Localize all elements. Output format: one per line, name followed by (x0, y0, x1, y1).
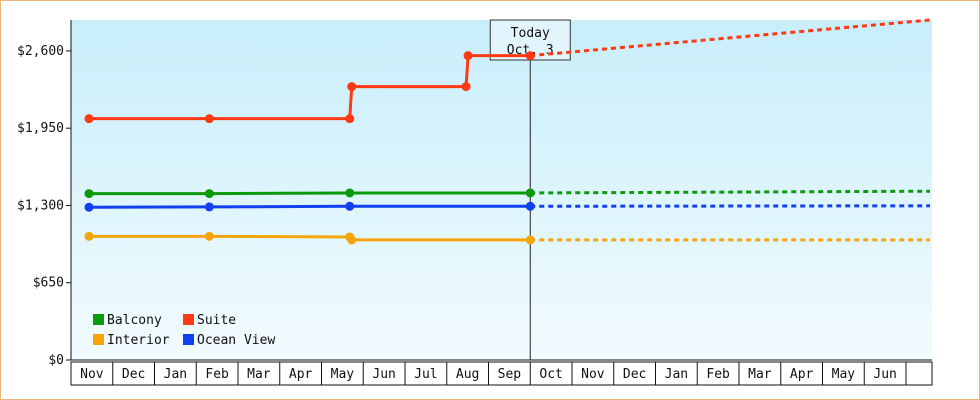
legend: Balcony Suite Interior Ocean View (93, 313, 275, 348)
data-point-ocean-view (525, 201, 535, 211)
legend-label-interior: Interior (107, 333, 170, 348)
x-axis: Nov Dec Jan Feb Mar Apr May Jun Jul Aug Sep Oct Nov D… (70, 361, 933, 386)
month-label: Mar (748, 367, 772, 382)
today-label: Today (511, 26, 550, 41)
series-suite (84, 18, 931, 124)
month-label: Apr (790, 367, 814, 382)
plot-background (71, 20, 932, 360)
month-label: Nov (80, 367, 104, 382)
legend-label-suite: Suite (197, 313, 236, 328)
series-line-balcony (89, 191, 531, 196)
data-point-balcony (525, 188, 535, 198)
month-label: Jul (414, 367, 437, 382)
data-point-suite (463, 51, 473, 61)
month-label: Nov (581, 367, 605, 382)
month-label: Mar (247, 367, 271, 382)
month-axis-box (70, 361, 933, 386)
legend-swatch-balcony (93, 314, 104, 325)
month-label: Oct (539, 367, 562, 382)
legend-swatch-suite (183, 314, 194, 325)
series-projection-suite (530, 18, 931, 58)
month-label: Aug (456, 367, 479, 382)
month-label: Jan (665, 367, 688, 382)
series-projection-balcony (530, 189, 931, 195)
legend-label-balcony: Balcony (107, 313, 162, 328)
month-label: Dec (623, 367, 646, 382)
series-balcony (84, 188, 931, 199)
data-point-ocean-view (345, 201, 355, 211)
month-label: Jan (164, 367, 187, 382)
y-tick-label: $1,950 (17, 121, 64, 136)
data-point-balcony (84, 189, 94, 199)
data-point-interior (525, 235, 535, 245)
series-layer (84, 18, 931, 245)
legend-swatch-ocean-view (183, 334, 194, 345)
series-ocean-view (84, 201, 931, 212)
data-point-interior (84, 231, 94, 241)
data-point-interior (204, 231, 214, 241)
data-point-ocean-view (204, 202, 214, 212)
y-tick-label: $650 (33, 276, 64, 291)
data-point-suite (204, 114, 214, 124)
data-point-suite (347, 82, 357, 92)
month-label: Feb (205, 367, 229, 382)
month-label: Jun (873, 367, 896, 382)
data-point-suite (525, 51, 535, 61)
month-label: Dec (122, 367, 145, 382)
y-tick-label: $0 (48, 353, 64, 368)
y-tick-label: $1,300 (17, 198, 64, 213)
month-label: May (832, 367, 856, 382)
month-label: Sep (498, 367, 522, 382)
legend-swatch-interior (93, 334, 104, 345)
data-point-balcony (204, 189, 214, 199)
series-line-ocean-view (88, 204, 531, 209)
month-label: May (331, 367, 355, 382)
month-label: Jun (372, 367, 395, 382)
y-axis: $0 $650 $1,300 $1,950 $2,600 (17, 20, 932, 368)
data-point-ocean-view (84, 202, 94, 212)
data-point-interior (347, 235, 357, 245)
month-label: Apr (289, 367, 313, 382)
data-point-suite (84, 114, 94, 124)
data-point-suite (461, 82, 471, 92)
series-interior (84, 231, 930, 245)
data-point-suite (345, 114, 355, 124)
data-point-balcony (345, 188, 355, 198)
month-label: Feb (706, 367, 730, 382)
y-tick-label: $2,600 (17, 44, 64, 59)
legend-label-ocean-view: Ocean View (197, 333, 275, 348)
